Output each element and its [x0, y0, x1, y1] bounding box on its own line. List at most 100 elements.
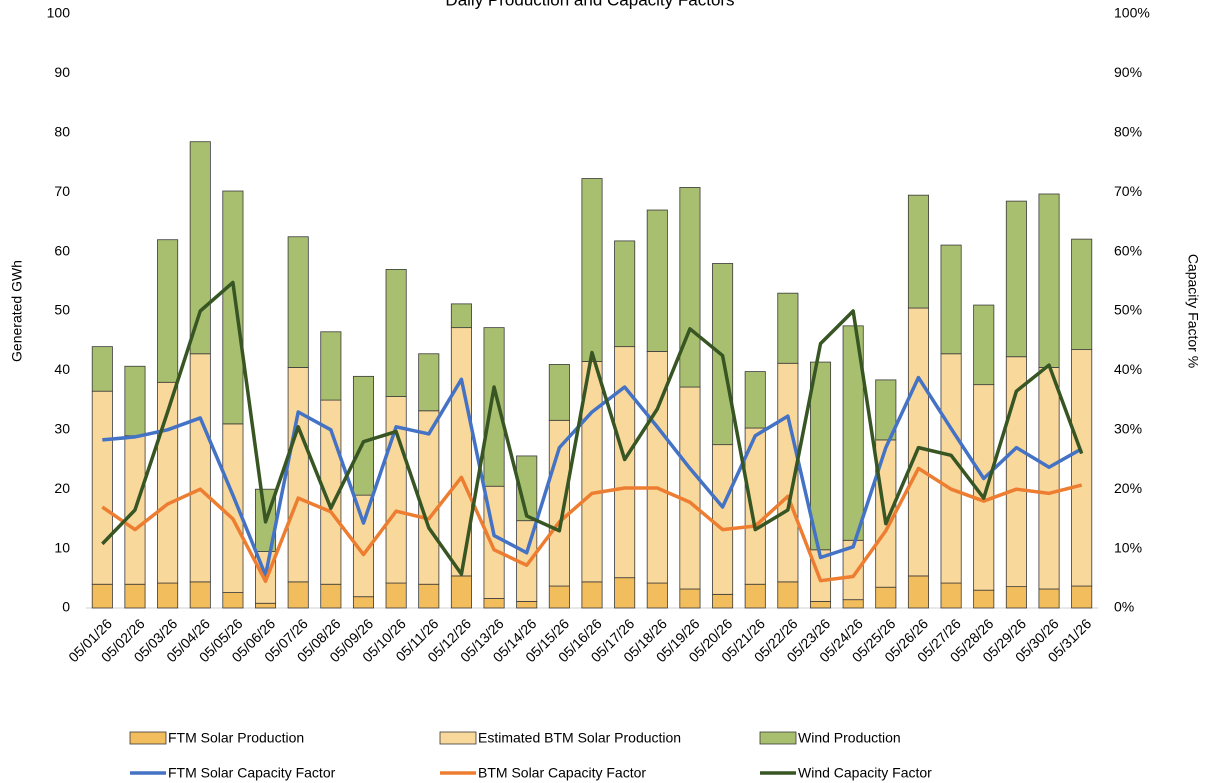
bar: [450, 303, 472, 329]
legend-label: Wind Production: [798, 730, 901, 746]
bar: [352, 596, 375, 609]
legend-label: BTM Solar Capacity Factor: [478, 765, 646, 781]
bar: [1071, 349, 1093, 587]
bar: [483, 598, 505, 609]
y-tick-label: 50: [54, 302, 70, 318]
y-tick-label: 10: [54, 539, 70, 555]
bar: [189, 353, 211, 583]
bar: [679, 588, 701, 609]
bar: [842, 325, 864, 541]
bar: [679, 386, 701, 590]
bar: [418, 353, 440, 412]
bar: [352, 375, 375, 496]
bar: [907, 194, 929, 309]
bar: [418, 410, 440, 585]
bar: [385, 269, 407, 397]
y-tick-label: 0: [62, 599, 70, 615]
bar: [940, 353, 962, 584]
bar: [189, 581, 211, 609]
y2-tick-label: 50%: [1114, 302, 1142, 318]
legend-label: FTM Solar Production: [168, 730, 304, 746]
bar: [875, 379, 897, 441]
bar: [450, 575, 472, 609]
bar: [614, 346, 636, 579]
bar: [679, 187, 701, 388]
y2-tick-label: 80%: [1114, 124, 1142, 140]
y-tick-label: 80: [54, 124, 70, 140]
y2-axis-label: Capacity Factor %: [1185, 254, 1201, 368]
bar: [744, 371, 766, 429]
bar: [1071, 238, 1093, 351]
bar: [581, 581, 603, 609]
bar: [712, 593, 734, 609]
line: [101, 466, 1083, 584]
legend-swatch: [129, 731, 167, 745]
bar: [91, 583, 113, 609]
bar: [548, 585, 570, 609]
bar: [581, 178, 603, 362]
y-tick-label: 20: [54, 480, 70, 496]
y-tick-label: 40: [54, 361, 70, 377]
bar: [777, 581, 799, 609]
bar: [646, 350, 668, 584]
legend-label: Wind Capacity Factor: [798, 765, 932, 781]
y2-tick-label: 30%: [1114, 421, 1142, 437]
line: [102, 375, 1083, 578]
chart-title: Daily Production and Capacity Factors: [445, 0, 734, 9]
bar: [973, 589, 995, 609]
bar: [1071, 585, 1093, 609]
y2-tick-label: 20%: [1114, 480, 1142, 496]
bar: [287, 581, 309, 609]
y-tick-label: 90: [54, 64, 70, 80]
y-tick-label: 70: [54, 183, 70, 199]
y-axis-label: Generated GWh: [9, 260, 25, 362]
bar: [744, 583, 766, 609]
legend-swatch: [759, 731, 797, 745]
bar: [516, 455, 538, 522]
bar: [124, 583, 146, 609]
bar: [91, 346, 113, 392]
y2-tick-label: 60%: [1114, 242, 1142, 258]
bar: [614, 240, 636, 348]
legend-label: Estimated BTM Solar Production: [478, 730, 681, 746]
bar: [614, 577, 636, 609]
bar: [940, 244, 962, 355]
bar: [777, 292, 799, 364]
bar: [255, 602, 277, 609]
bar: [973, 304, 995, 386]
bar: [222, 190, 244, 425]
bar: [287, 367, 309, 583]
bar: [483, 327, 505, 487]
bar: [189, 141, 211, 355]
bar: [287, 236, 309, 368]
y2-tick-label: 0%: [1114, 599, 1134, 615]
bar: [907, 307, 929, 577]
bar: [418, 583, 440, 609]
bar: [222, 592, 244, 609]
bar: [646, 209, 668, 352]
bar: [1038, 367, 1060, 590]
bar: [940, 582, 962, 609]
bar: [124, 365, 146, 437]
bar: [157, 582, 179, 609]
y-tick-label: 100: [47, 5, 71, 21]
bar: [385, 582, 407, 609]
bar: [548, 364, 570, 421]
bar: [1038, 193, 1060, 368]
y-tick-label: 30: [54, 421, 70, 437]
y2-tick-label: 90%: [1114, 64, 1142, 80]
legend-swatch: [439, 731, 477, 745]
y2-tick-label: 40%: [1114, 361, 1142, 377]
bar: [842, 599, 864, 609]
y2-tick-label: 10%: [1114, 539, 1142, 555]
bar: [1038, 588, 1060, 609]
line: [101, 280, 1084, 576]
bar: [907, 575, 929, 609]
bar: [385, 396, 407, 584]
bar: [875, 586, 897, 609]
y-tick-label: 60: [54, 242, 70, 258]
bar: [320, 583, 342, 609]
bar: [712, 444, 734, 595]
bar: [516, 601, 538, 609]
